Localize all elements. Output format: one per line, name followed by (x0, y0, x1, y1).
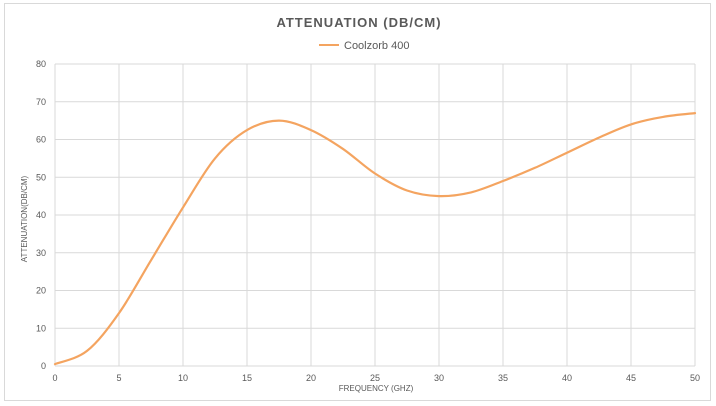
chart-title: ATTENUATION (DB/CM) (276, 15, 441, 30)
y-tick-label: 30 (36, 248, 46, 258)
chart-frame: ATTENUATION (DB/CM) Coolzorb 400 0 10 20 30… (4, 3, 711, 401)
legend-label: Coolzorb 400 (344, 40, 409, 52)
x-tick-label: 0 (52, 373, 57, 383)
x-tick-label: 50 (690, 373, 700, 383)
x-axis-label: FREQUENCY (GHZ) (339, 384, 414, 393)
y-tick-label: 40 (36, 210, 46, 220)
y-axis-label: ATTENUATION(DB/CM) (20, 175, 29, 262)
y-tick-label: 80 (36, 59, 46, 69)
x-tick-label: 20 (306, 373, 316, 383)
x-tick-label: 25 (370, 373, 380, 383)
x-tick-label: 40 (562, 373, 572, 383)
x-tick-label: 10 (178, 373, 188, 383)
x-tick-label: 45 (626, 373, 636, 383)
y-tick-label: 70 (36, 97, 46, 107)
y-tick-label: 10 (36, 323, 46, 333)
y-tick-label: 50 (36, 172, 46, 182)
x-tick-label: 15 (242, 373, 252, 383)
series-line-coolzorb-400 (53, 112, 697, 366)
attenuation-chart: ATTENUATION (DB/CM) Coolzorb 400 0 10 20 30… (20, 15, 700, 393)
legend: Coolzorb 400 (319, 40, 409, 52)
x-tick-label: 30 (434, 373, 444, 383)
x-tick-label: 5 (116, 373, 121, 383)
y-tick-label: 60 (36, 135, 46, 145)
x-tick-label: 35 (498, 373, 508, 383)
y-tick-label: 0 (41, 361, 46, 371)
y-tick-label: 20 (36, 286, 46, 296)
